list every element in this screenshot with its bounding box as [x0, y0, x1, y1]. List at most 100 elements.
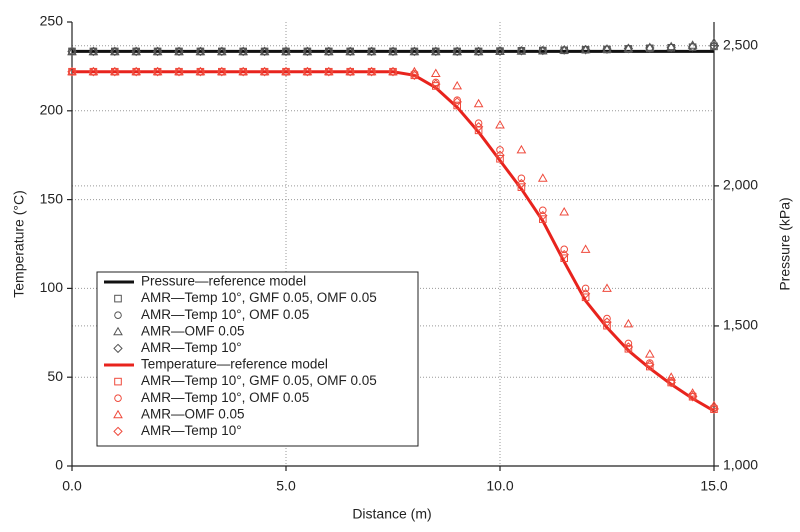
y2-tick-label: 2,500 [723, 37, 758, 53]
circle-marker [114, 394, 122, 403]
triangle-marker [580, 44, 591, 54]
diamond-marker [366, 46, 377, 57]
diamond-marker [431, 79, 441, 89]
triangle-marker [623, 43, 634, 52]
diamond-marker [623, 342, 634, 352]
triangle-marker [195, 66, 206, 76]
diamond-marker [113, 426, 123, 437]
triangle-marker [430, 68, 441, 78]
circle-marker [432, 78, 440, 87]
triangle-marker [88, 46, 99, 56]
diamond-marker [345, 67, 355, 77]
triangle-marker [644, 42, 655, 51]
triangle-marker [216, 46, 227, 56]
square-marker [114, 377, 122, 386]
triangle-marker [537, 45, 548, 55]
triangle-marker [131, 66, 142, 76]
legend-label: AMR—Temp 10°, OMF 0.05 [141, 390, 309, 405]
circle-marker [667, 376, 676, 385]
triangle-marker [195, 46, 206, 56]
legend-label: AMR—Temp 10° [141, 423, 242, 438]
diamond-marker [473, 122, 484, 132]
diamond-marker [259, 67, 270, 77]
diamond-marker [259, 46, 270, 57]
square-marker [496, 154, 504, 163]
square-marker [581, 293, 590, 302]
diamond-marker [302, 67, 313, 77]
triangle-marker [345, 66, 356, 76]
square-marker [474, 126, 483, 135]
y2-axis-title: Pressure (kPa) [777, 197, 793, 290]
triangle-marker [666, 372, 677, 381]
diamond-marker [666, 377, 676, 388]
diamond-marker [388, 46, 398, 57]
x-tick-label: 0.0 [62, 478, 82, 494]
triangle-marker [216, 66, 227, 76]
triangle-marker [238, 66, 249, 76]
diamond-marker [345, 46, 355, 57]
square-marker [432, 82, 440, 90]
diamond-marker [174, 46, 184, 57]
legend-box [96, 271, 419, 447]
triangle-marker [109, 46, 120, 56]
diamond-marker [409, 46, 420, 57]
square-marker [539, 215, 547, 223]
triangle-marker [67, 66, 77, 76]
triangle-marker [238, 46, 249, 56]
y-tick-label: 0 [55, 457, 63, 473]
diamond-marker [152, 46, 163, 57]
legend-label: Temperature—reference model [141, 357, 328, 372]
triangle-marker [281, 46, 291, 56]
triangle-marker [409, 46, 420, 56]
diamond-marker [452, 46, 462, 57]
x-axis-title: Distance (m) [352, 506, 431, 522]
diamond-marker [645, 43, 655, 53]
triangle-marker [473, 46, 484, 56]
square-marker [646, 362, 654, 371]
y-tick-label: 200 [40, 102, 64, 118]
triangle-marker [345, 46, 356, 56]
diamond-marker [409, 70, 420, 80]
circle-marker [560, 245, 569, 254]
square-marker [114, 294, 122, 303]
circle-marker [114, 311, 122, 320]
triangle-marker [644, 349, 655, 358]
diamond-marker [195, 46, 206, 57]
diamond-marker [238, 46, 248, 57]
triangle-marker [559, 207, 570, 216]
triangle-marker [152, 66, 163, 76]
triangle-marker [109, 66, 120, 76]
legend-label: AMR—Temp 10°, OMF 0.05 [141, 307, 309, 322]
diamond-marker [645, 360, 655, 370]
triangle-marker [687, 388, 698, 397]
diamond-marker [113, 343, 123, 354]
triangle-marker [302, 46, 313, 56]
triangle-marker [259, 66, 270, 76]
square-marker [624, 344, 633, 353]
diamond-marker [709, 41, 719, 51]
diamond-marker [110, 46, 120, 57]
diamond-marker [431, 46, 441, 57]
diamond-marker [302, 46, 313, 57]
diamond-marker [602, 317, 612, 327]
diamond-marker [281, 46, 291, 57]
triangle-marker [302, 66, 313, 76]
triangle-marker [559, 45, 570, 54]
triangle-marker [602, 44, 612, 53]
diamond-marker [516, 46, 527, 56]
diamond-marker [67, 67, 77, 77]
square-marker [517, 183, 526, 191]
diamond-marker [110, 67, 120, 77]
triangle-marker [259, 46, 270, 56]
diamond-marker [516, 178, 527, 189]
triangle-marker [452, 80, 463, 90]
triangle-marker [388, 46, 398, 56]
triangle-marker [174, 46, 184, 56]
diamond-marker [559, 249, 569, 260]
triangle-marker [602, 283, 612, 292]
diamond-marker [152, 67, 163, 77]
diamond-marker [580, 45, 591, 55]
circle-marker [603, 314, 611, 323]
square-marker [560, 254, 569, 263]
triangle-marker [131, 46, 142, 56]
